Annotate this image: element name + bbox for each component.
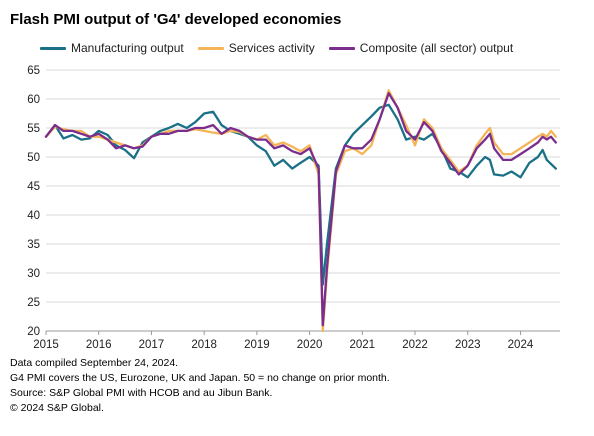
x-tick-label: 2019 xyxy=(244,339,270,351)
note-source: Source: S&P Global PMI with HCOB and au … xyxy=(10,387,273,399)
line-chart: 20 25 30 35 40 45 50 55 60 65 2015 2016 2017 2018 2019… xyxy=(27,65,560,351)
note-copyright: © 2024 S&P Global. xyxy=(10,402,104,414)
x-tick-label: 2015 xyxy=(33,339,59,351)
legend-swatch-composite xyxy=(328,46,355,50)
legend-swatch-services xyxy=(197,46,224,50)
y-tick-label: 20 xyxy=(27,326,40,338)
series-line-services xyxy=(44,89,557,333)
y-tick-label: 50 xyxy=(27,152,40,164)
legend-item-manufacturing: Manufacturing output xyxy=(40,41,184,55)
legend-label-composite: Composite (all sector) output xyxy=(359,41,514,55)
note-coverage: G4 PMI covers the US, Eurozone, UK and J… xyxy=(10,372,390,384)
legend-label-services: Services activity xyxy=(228,41,315,55)
y-tick-label: 25 xyxy=(27,297,40,309)
x-tick-label: 2021 xyxy=(350,339,376,351)
x-tick-label: 2018 xyxy=(191,339,217,351)
y-tick-label: 40 xyxy=(27,210,40,222)
y-tick-label: 30 xyxy=(27,268,40,280)
legend-swatch-manufacturing xyxy=(40,46,66,50)
legend: Manufacturing output Services activity C… xyxy=(40,41,527,55)
legend-item-composite: Composite (all sector) output xyxy=(328,41,514,55)
legend-item-services: Services activity xyxy=(197,41,315,55)
y-tick-label: 45 xyxy=(27,181,40,193)
x-tick-label: 2016 xyxy=(86,339,112,351)
y-tick-label: 35 xyxy=(27,239,40,251)
series-line-composite xyxy=(44,92,557,327)
x-tick-label: 2017 xyxy=(139,339,165,351)
chart-title: Flash PMI output of 'G4' developed econo… xyxy=(10,11,342,28)
x-tick-label: 2023 xyxy=(455,339,481,351)
y-tick-label: 60 xyxy=(27,94,40,106)
x-tick-label: 2022 xyxy=(402,339,428,351)
legend-label-manufacturing: Manufacturing output xyxy=(71,41,184,55)
series-line-manufacturing xyxy=(44,103,557,286)
y-tick-label: 65 xyxy=(27,65,40,77)
x-tick-label: 2020 xyxy=(297,339,323,351)
y-tick-label: 55 xyxy=(27,123,40,135)
x-tick-label: 2024 xyxy=(508,339,534,351)
chart-notes: Data compiled September 24, 2024. G4 PMI… xyxy=(10,356,390,416)
note-data-compiled: Data compiled September 24, 2024. xyxy=(10,357,179,369)
